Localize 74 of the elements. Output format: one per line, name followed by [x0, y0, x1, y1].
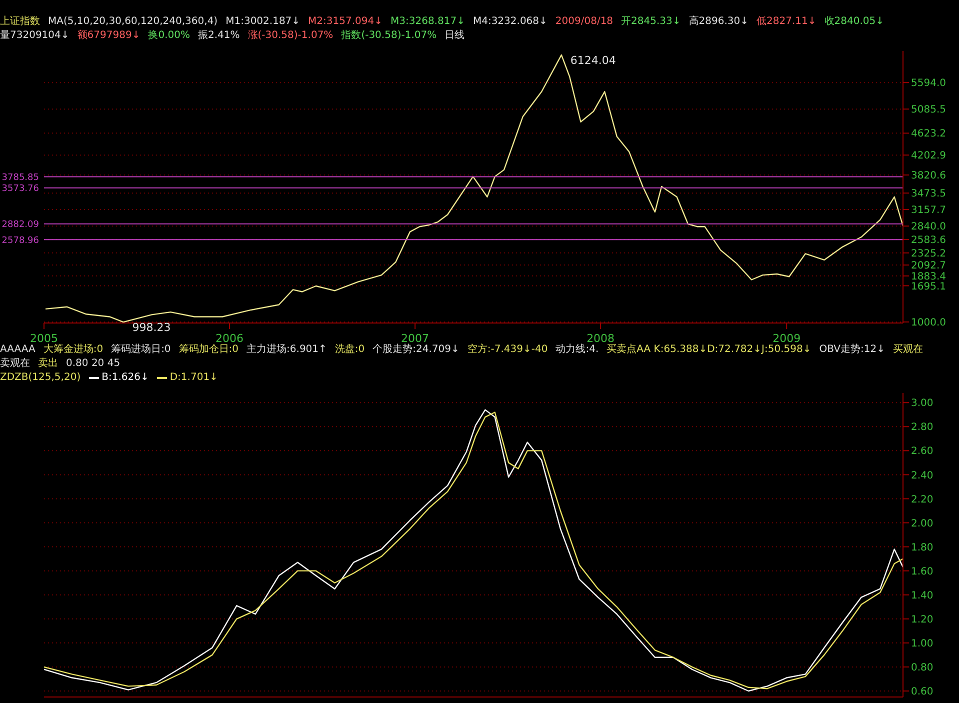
y-tick-label: 2583.6: [911, 234, 946, 246]
y-tick-label: 2.40: [911, 470, 934, 482]
ref-line-label: 2578.96: [2, 236, 40, 246]
y-tick-label: 4623.2: [911, 128, 946, 140]
y-tick-label: 2.20: [911, 494, 934, 506]
chart-title: ZDZB(125,5,20): [0, 371, 81, 385]
text: 卖出: [38, 357, 58, 371]
text: 个股走势:24.709↓: [372, 343, 460, 357]
ref-line-label: 2882.09: [2, 220, 40, 230]
legend-label: D:1.701↓: [170, 371, 218, 385]
text: 涨(-30.58)-1.07%: [248, 29, 334, 43]
y-tick-label: 1.60: [911, 566, 934, 578]
text: 买卖点AA K:65.388↓D:72.782↓J:50.598↓: [606, 343, 812, 357]
text: 指数(-30.58)-1.07%: [341, 29, 437, 43]
ref-line-label: 3785.85: [2, 172, 39, 183]
text: 买观在: [892, 343, 923, 357]
ref-line-label: 3573.76: [2, 184, 40, 194]
text: 0.80 20 45: [66, 357, 120, 371]
text: M2:3157.094↓: [308, 15, 382, 29]
text: AAAAA: [0, 343, 36, 357]
y-tick-label: 1.40: [911, 590, 934, 602]
text: 卖观在: [0, 357, 30, 371]
y-tick-label: 0.80: [911, 662, 934, 674]
annotation: 6124.04: [570, 54, 616, 67]
y-tick-label: 3820.6: [911, 170, 946, 182]
text: 大筹金进场:0: [43, 343, 104, 357]
text: 2009/08/18: [555, 15, 614, 29]
text: 动力线:4.: [556, 343, 599, 357]
text: M1:3002.187↓: [226, 15, 300, 29]
y-tick-label: 1695.1: [911, 281, 946, 292]
chart-subtitle: MA(5,10,20,30,60,120,240,360,4): [48, 15, 218, 29]
text: 振2.41%: [198, 29, 240, 43]
y-tick-label: 1.20: [911, 614, 934, 626]
text: 开2845.33↓: [621, 15, 681, 29]
text: OBV走势:12↓: [819, 343, 885, 357]
x-tick-label: 2007: [401, 332, 430, 345]
text: 筹码进场日:0: [111, 343, 171, 357]
y-tick-label: 2092.7: [911, 260, 946, 272]
x-tick-label: 2009: [772, 332, 801, 345]
text: 日线: [444, 29, 465, 43]
legend-label: B:1.626↓: [102, 371, 149, 385]
text: M4:3232.068↓: [472, 15, 548, 29]
text: 低2827.11↓: [756, 15, 816, 29]
text: 换0.00%: [148, 29, 190, 43]
y-tick-label: 2.80: [911, 422, 934, 434]
y-tick-label: 5085.5: [911, 104, 946, 116]
y-tick-label: 5594.0: [911, 78, 946, 90]
y-tick-label: 1000.0: [911, 318, 946, 329]
y-tick-label: 3.00: [911, 398, 934, 410]
text: 收2840.05↓: [824, 15, 884, 29]
annotation: 998.23: [132, 320, 171, 334]
text: 量73209104↓: [0, 29, 70, 43]
y-tick-label: 1883.4: [911, 271, 946, 282]
text: M3:3268.817↓: [390, 15, 465, 29]
chart-title: 上证指数: [0, 15, 40, 29]
y-tick-label: 2.60: [911, 446, 934, 458]
text: 高2896.30↓: [688, 15, 749, 29]
y-tick-label: 0.60: [911, 686, 934, 698]
y-tick-label: 2325.2: [911, 248, 946, 260]
text: 主力进场:6.901↑: [246, 343, 327, 357]
x-tick-label: 2008: [586, 332, 615, 345]
y-tick-label: 2840.0: [911, 222, 946, 233]
y-tick-label: 1.00: [911, 638, 934, 650]
y-tick-label: 4202.9: [911, 150, 946, 162]
y-tick-label: 2.00: [911, 518, 934, 530]
y-tick-label: 1.80: [911, 542, 934, 554]
y-tick-label: 3473.5: [911, 188, 946, 200]
text: 洗盘:0: [334, 343, 365, 357]
text: 额6797989↓: [77, 29, 140, 43]
text: 空方:-7.439↓-40: [467, 343, 548, 357]
x-tick-label: 2005: [30, 332, 58, 345]
x-tick-label: 2006: [216, 332, 244, 345]
y-tick-label: 3157.7: [911, 205, 946, 216]
text: 筹码加仓日:0: [178, 343, 239, 357]
